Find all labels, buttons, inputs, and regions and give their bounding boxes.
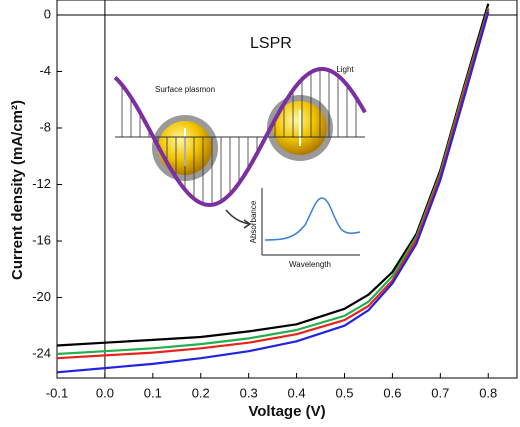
inset-label: Surface plasmon xyxy=(155,85,215,94)
inset-label: Absorbance xyxy=(249,200,258,243)
y-tick-label: -4 xyxy=(39,63,51,78)
inset-label: Light xyxy=(336,65,354,74)
arrow-head xyxy=(243,219,252,229)
curved-arrow xyxy=(225,209,251,225)
x-tick-label: 0.1 xyxy=(144,385,162,400)
x-tick-label: 0.8 xyxy=(479,385,497,400)
y-tick-label: -16 xyxy=(32,232,51,247)
y-tick-label: -24 xyxy=(32,345,51,360)
x-tick-label: 0.0 xyxy=(96,385,114,400)
y-axis-title: Current density (mA/cm²) xyxy=(9,100,26,280)
x-tick-label: -0.1 xyxy=(46,385,68,400)
x-tick-label: 0.5 xyxy=(335,385,353,400)
x-axis-title: Voltage (V) xyxy=(248,403,325,420)
inset-label: Wavelength xyxy=(289,260,331,269)
x-tick-label: 0.7 xyxy=(431,385,449,400)
y-tick-label: 0 xyxy=(44,6,51,21)
x-tick-label: 0.6 xyxy=(383,385,401,400)
inset-illustration: LSPR Surface plasmon Light Absorbance Wa… xyxy=(113,35,367,269)
series-line xyxy=(56,3,490,347)
series-line xyxy=(56,11,490,374)
x-tick-label: 0.4 xyxy=(288,385,306,400)
y-tick-label: -8 xyxy=(39,119,51,134)
series-line xyxy=(56,8,490,360)
x-tick-label: 0.3 xyxy=(240,385,258,400)
y-tick-label: -12 xyxy=(32,176,51,191)
x-tick-label: 0.2 xyxy=(192,385,210,400)
y-tick-label: -20 xyxy=(32,289,51,304)
absorbance-curve xyxy=(264,197,361,241)
inset-title: LSPR xyxy=(250,35,292,52)
plot-frame xyxy=(56,0,518,379)
light-wave xyxy=(113,67,367,208)
series-line xyxy=(56,7,490,356)
